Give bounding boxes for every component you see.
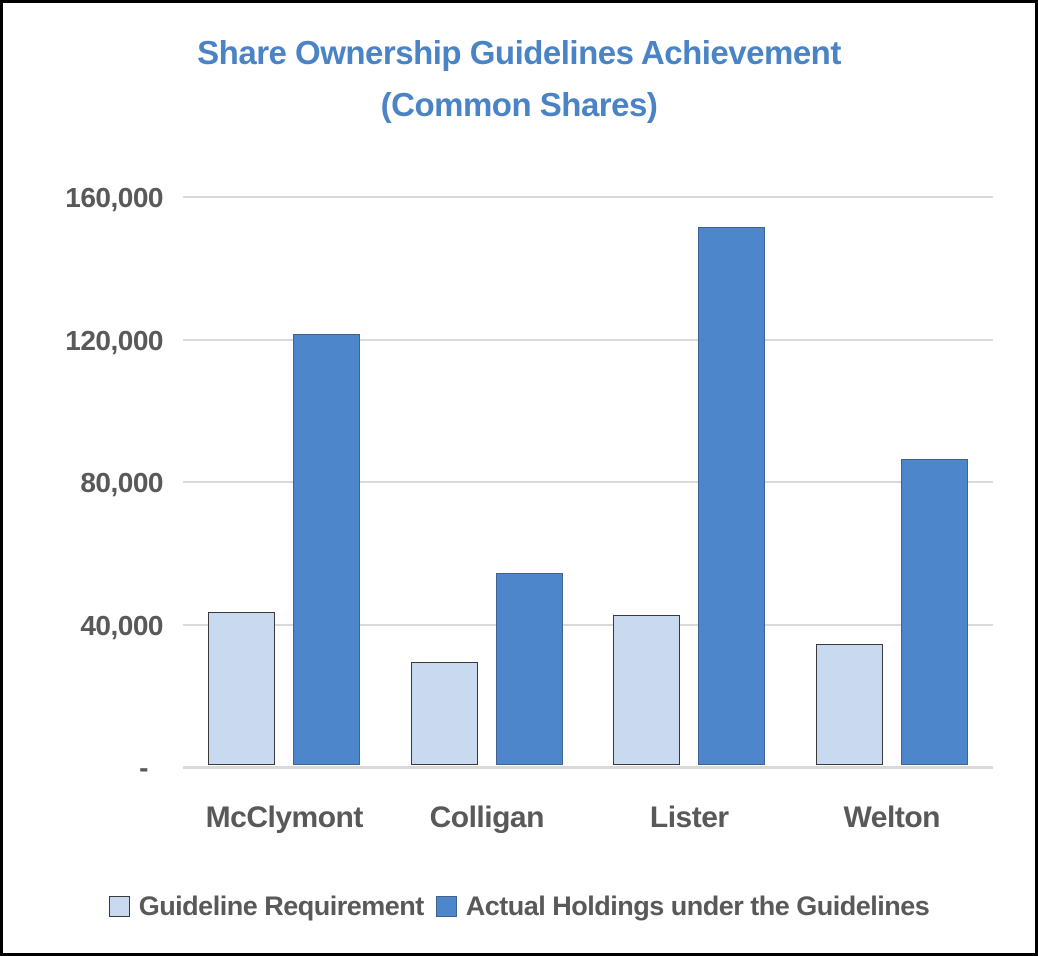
legend-swatch <box>108 895 130 917</box>
gridline <box>183 766 993 769</box>
legend-item: Guideline Requirement <box>108 890 425 922</box>
gridline <box>183 338 993 341</box>
legend-item: Actual Holdings under the Guidelines <box>435 890 930 922</box>
y-tick-label: - <box>139 752 148 783</box>
bar-group <box>386 196 589 765</box>
legend-swatch <box>435 895 457 917</box>
chart-title: Share Ownership Guidelines Achievement (… <box>3 27 1035 131</box>
bar <box>208 612 276 765</box>
gridline <box>183 623 993 626</box>
x-axis: McClymont Colligan Lister Welton <box>183 797 993 839</box>
x-category-label: Lister <box>649 801 729 834</box>
bar <box>495 573 563 765</box>
bar-group <box>183 196 386 765</box>
bars-layer <box>183 196 993 765</box>
bar <box>900 459 968 765</box>
bar <box>815 644 883 765</box>
y-tick-label: 40,000 <box>80 609 163 641</box>
bar <box>613 615 681 765</box>
y-tick-label: 120,000 <box>65 324 163 356</box>
x-category-label: McClymont <box>205 801 364 834</box>
x-category-label: Welton <box>843 801 941 834</box>
legend-label: Guideline Requirement <box>138 890 425 921</box>
gridline <box>183 196 993 198</box>
bar-group <box>791 196 994 765</box>
x-category-label: Colligan <box>429 801 545 834</box>
bar <box>698 227 766 765</box>
legend: Guideline Requirement Actual Holdings und… <box>3 885 1035 927</box>
bar <box>410 662 478 765</box>
y-axis: 160,000 120,000 80,000 40,000 - <box>21 182 163 783</box>
chart-title-line1: Share Ownership Guidelines Achievement <box>197 34 841 71</box>
bar <box>293 334 361 765</box>
bar-group <box>588 196 791 765</box>
gridline <box>183 481 993 483</box>
y-tick-label: 160,000 <box>65 182 163 213</box>
chart-title-line2: (Common Shares) <box>380 86 658 123</box>
y-tick-label: 80,000 <box>80 467 163 498</box>
legend-label: Actual Holdings under the Guidelines <box>465 890 930 921</box>
plot-area <box>183 196 993 769</box>
